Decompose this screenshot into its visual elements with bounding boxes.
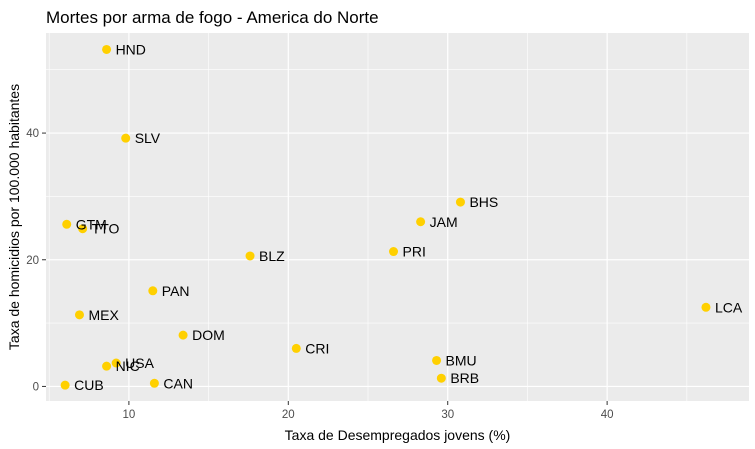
y-axis-title: Taxa de homicidios por 100.000 habitante…: [6, 84, 22, 350]
major-gridlines: [46, 33, 749, 401]
point-label: HND: [116, 41, 146, 57]
y-tick-label: 20: [26, 255, 39, 267]
point-label: TTO: [92, 221, 120, 237]
y-tick-label: 0: [33, 381, 39, 393]
x-tick-label: 30: [441, 409, 454, 421]
data-point: [455, 197, 465, 207]
data-point: [148, 286, 158, 296]
x-axis-title: Taxa de Desempregados jovens (%): [285, 427, 511, 443]
point-label: BLZ: [259, 248, 285, 264]
point-label: MEX: [88, 307, 119, 323]
y-tick-label: 40: [26, 128, 39, 140]
point-label: PRI: [403, 244, 426, 260]
data-point: [62, 219, 72, 229]
point-label: DOM: [192, 327, 225, 343]
data-point: [701, 302, 711, 312]
data-point: [60, 380, 70, 390]
data-point: [432, 355, 442, 365]
data-point: [102, 361, 112, 371]
data-point: [416, 217, 426, 227]
point-label: CAN: [163, 375, 193, 391]
chart-title: Mortes por arma de fogo - America do Nor…: [46, 8, 379, 27]
plot-panel: [46, 33, 749, 401]
point-label: NIC: [116, 358, 140, 374]
data-point: [78, 224, 88, 234]
minor-gridlines: [46, 33, 749, 401]
point-label: JAM: [430, 214, 458, 230]
x-axis-ticks: 10 20 30 40: [122, 401, 614, 421]
point-label: PAN: [162, 283, 190, 299]
x-tick-label: 10: [122, 409, 135, 421]
data-point: [245, 251, 255, 261]
point-label: BRB: [450, 370, 479, 386]
point-label: CUB: [74, 377, 104, 393]
point-label: CRI: [305, 340, 329, 356]
point-label: USA: [125, 355, 154, 371]
data-point: [102, 44, 112, 54]
x-tick-label: 40: [601, 409, 614, 421]
y-axis-ticks: 0 20 40: [26, 128, 46, 393]
data-point: [389, 247, 399, 257]
data-point: [178, 330, 188, 340]
point-label: LCA: [715, 299, 743, 315]
point-label: SLV: [135, 130, 161, 146]
data-point: [121, 133, 131, 143]
data-point: [111, 358, 121, 368]
point-label: BMU: [446, 352, 477, 368]
data-points: [60, 44, 711, 390]
point-label: BHS: [469, 194, 498, 210]
x-tick-label: 20: [282, 409, 295, 421]
data-point: [149, 378, 159, 388]
data-point: [74, 310, 84, 320]
data-point: [436, 373, 446, 383]
point-label: GTM: [76, 216, 107, 232]
data-point: [291, 343, 301, 353]
